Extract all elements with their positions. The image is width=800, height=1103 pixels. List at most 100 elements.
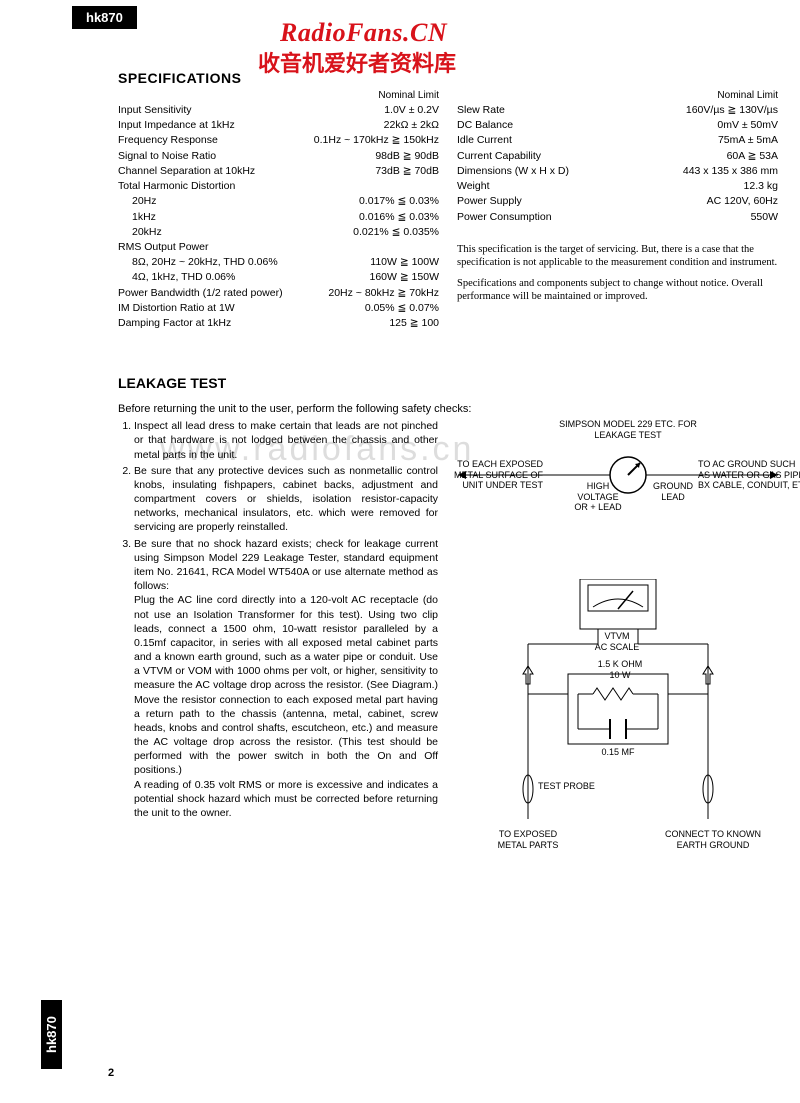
spec-label: Slew Rate: [457, 103, 658, 118]
leakage-intro: Before returning the unit to the user, p…: [118, 403, 778, 415]
spec-value: 443 x 135 x 386 mm: [658, 164, 778, 179]
spec-row: Power Bandwidth (1/2 rated power)20Hz ~ …: [118, 286, 439, 301]
leak-3c: A reading of 0.35 volt RMS or more is ex…: [134, 779, 438, 819]
spec-value: 0.05% ≦ 0.07%: [319, 301, 439, 316]
spec-label: 4Ω, 1kHz, THD 0.06%: [118, 270, 319, 285]
spec-row: Channel Separation at 10kHz73dB ≧ 70dB: [118, 164, 439, 179]
spec-value: [319, 240, 439, 255]
diag1-title: SIMPSON MODEL 229 ETC. FORLEAKAGE TEST: [548, 419, 708, 440]
spec-label: Frequency Response: [118, 133, 314, 148]
spec-row: Frequency Response0.1Hz ~ 170kHz ≧ 150kH…: [118, 133, 439, 148]
spec-label: Current Capability: [457, 149, 658, 164]
spec-row: Dimensions (W x H x D)443 x 135 x 386 mm: [457, 164, 778, 179]
spec-label: Power Bandwidth (1/2 rated power): [118, 286, 319, 301]
spec-row: Power SupplyAC 120V, 60Hz: [457, 194, 778, 209]
spec-row: Slew Rate160V/µs ≧ 130V/µs: [457, 103, 778, 118]
spec-label: Channel Separation at 10kHz: [118, 164, 319, 179]
spec-value: 98dB ≧ 90dB: [319, 149, 439, 164]
spec-row: Damping Factor at 1kHz125 ≧ 100: [118, 316, 439, 331]
spec-value: AC 120V, 60Hz: [658, 194, 778, 209]
vtvm-line1: VTVM: [604, 631, 629, 641]
spec-label: Dimensions (W x H x D): [457, 164, 658, 179]
spec-label: 1kHz: [118, 210, 319, 225]
spec-value: 12.3 kg: [658, 179, 778, 194]
specifications-table: Nominal Limit Input Sensitivity1.0V ± 0.…: [118, 90, 778, 331]
spec-label: Total Harmonic Distortion: [118, 179, 319, 194]
spec-value: 160V/µs ≧ 130V/µs: [658, 103, 778, 118]
spec-value: 0.016% ≦ 0.03%: [319, 210, 439, 225]
spec-value: 0.1Hz ~ 170kHz ≧ 150kHz: [314, 133, 439, 148]
spec-label: IM Distortion Ratio at 1W: [118, 301, 319, 316]
spec-value: 0.021% ≦ 0.035%: [319, 225, 439, 240]
spec-row: 8Ω, 20Hz ~ 20kHz, THD 0.06%110W ≧ 100W: [118, 255, 439, 270]
page-number: 2: [108, 1067, 114, 1079]
leakage-heading: LEAKAGE TEST: [118, 375, 778, 391]
spec-label: Power Consumption: [457, 210, 658, 225]
specifications-heading: SPECIFICATIONS: [118, 70, 778, 86]
leakage-text: Inspect all lead dress to make certain t…: [118, 419, 438, 822]
diag1-gnd: GROUNDLEAD: [648, 481, 698, 502]
spec-row: DC Balance0mV ± 50mV: [457, 118, 778, 133]
leak-item-1: Inspect all lead dress to make certain t…: [134, 419, 438, 462]
spec-row: Current Capability60A ≧ 53A: [457, 149, 778, 164]
spec-row: Idle Current75mA ± 5mA: [457, 133, 778, 148]
spec-value: 1.0V ± 0.2V: [319, 103, 439, 118]
diag2-probe: TEST PROBE: [538, 781, 608, 791]
spec-label: Signal to Noise Ratio: [118, 149, 319, 164]
spec-label: 20Hz: [118, 194, 319, 209]
spec-row: Power Consumption550W: [457, 210, 778, 225]
diag1-hv: HIGHVOLTAGEOR + LEAD: [568, 481, 628, 512]
spec-value: 20Hz ~ 80kHz ≧ 70kHz: [319, 286, 439, 301]
spec-label: DC Balance: [457, 118, 658, 133]
diag2-right: CONNECT TO KNOWNEARTH GROUND: [653, 829, 773, 850]
spec-col-right: Nominal Limit Slew Rate160V/µs ≧ 130V/µs…: [457, 90, 778, 331]
spec-label: Power Supply: [457, 194, 658, 209]
diag1-right: TO AC GROUND SUCHAS WATER OR GAS PIPE,BX…: [698, 459, 800, 490]
spec-label: Input Sensitivity: [118, 103, 319, 118]
leak-item-2: Be sure that any protective devices such…: [134, 464, 438, 535]
spec-note-2: Specifications and components subject to…: [457, 277, 778, 303]
leak-3a: Be sure that no shock hazard exists; che…: [134, 538, 438, 593]
spec-value: 125 ≧ 100: [319, 316, 439, 331]
spec-label: Idle Current: [457, 133, 658, 148]
spec-value: 110W ≧ 100W: [319, 255, 439, 270]
spec-label: RMS Output Power: [118, 240, 319, 255]
spec-value: 0mV ± 50mV: [658, 118, 778, 133]
spec-label: Weight: [457, 179, 658, 194]
spec-value: 160W ≧ 150W: [319, 270, 439, 285]
spec-row: RMS Output Power: [118, 240, 439, 255]
diagram-vtvm: [468, 579, 768, 869]
spec-row: 20Hz0.017% ≦ 0.03%: [118, 194, 439, 209]
spec-value: 60A ≧ 53A: [658, 149, 778, 164]
spec-row: 4Ω, 1kHz, THD 0.06%160W ≧ 150W: [118, 270, 439, 285]
spec-row: Total Harmonic Distortion: [118, 179, 439, 194]
spec-row: Signal to Noise Ratio98dB ≧ 90dB: [118, 149, 439, 164]
leak-3b: Plug the AC line cord directly into a 12…: [134, 594, 438, 776]
spec-value: 73dB ≧ 70dB: [319, 164, 439, 179]
spec-value: [319, 179, 439, 194]
col-header-right: Nominal Limit: [457, 90, 778, 101]
spec-note-1: This specification is the target of serv…: [457, 243, 778, 269]
spec-label: Damping Factor at 1kHz: [118, 316, 319, 331]
spec-label: 8Ω, 20Hz ~ 20kHz, THD 0.06%: [118, 255, 319, 270]
spec-label: Input Impedance at 1kHz: [118, 118, 319, 133]
diag2-vtvm: VTVM AC SCALE: [582, 631, 652, 652]
vtvm-line2: AC SCALE: [595, 642, 640, 652]
spec-label: 20kHz: [118, 225, 319, 240]
spec-row: 20kHz0.021% ≦ 0.035%: [118, 225, 439, 240]
diag1-left: TO EACH EXPOSEDMETAL SURFACE OFUNIT UNDE…: [448, 459, 543, 490]
diag2-cap: 0.15 MF: [593, 747, 643, 757]
spec-value: 550W: [658, 210, 778, 225]
spec-col-left: Nominal Limit Input Sensitivity1.0V ± 0.…: [118, 90, 439, 331]
diagram-area: SIMPSON MODEL 229 ETC. FORLEAKAGE TEST T…: [458, 419, 778, 822]
col-header-left: Nominal Limit: [118, 90, 439, 101]
diag2-left: TO EXPOSEDMETAL PARTS: [478, 829, 578, 850]
watermark-title: RadioFans.CN: [280, 18, 447, 48]
spec-row: Weight12.3 kg: [457, 179, 778, 194]
spec-value: 0.017% ≦ 0.03%: [319, 194, 439, 209]
spec-row: Input Sensitivity1.0V ± 0.2V: [118, 103, 439, 118]
diag2-res: 1.5 K OHM10 W: [585, 659, 655, 680]
leak-item-3: Be sure that no shock hazard exists; che…: [134, 537, 438, 820]
side-model-tab: hk870: [41, 1000, 62, 1069]
spec-row: 1kHz0.016% ≦ 0.03%: [118, 210, 439, 225]
